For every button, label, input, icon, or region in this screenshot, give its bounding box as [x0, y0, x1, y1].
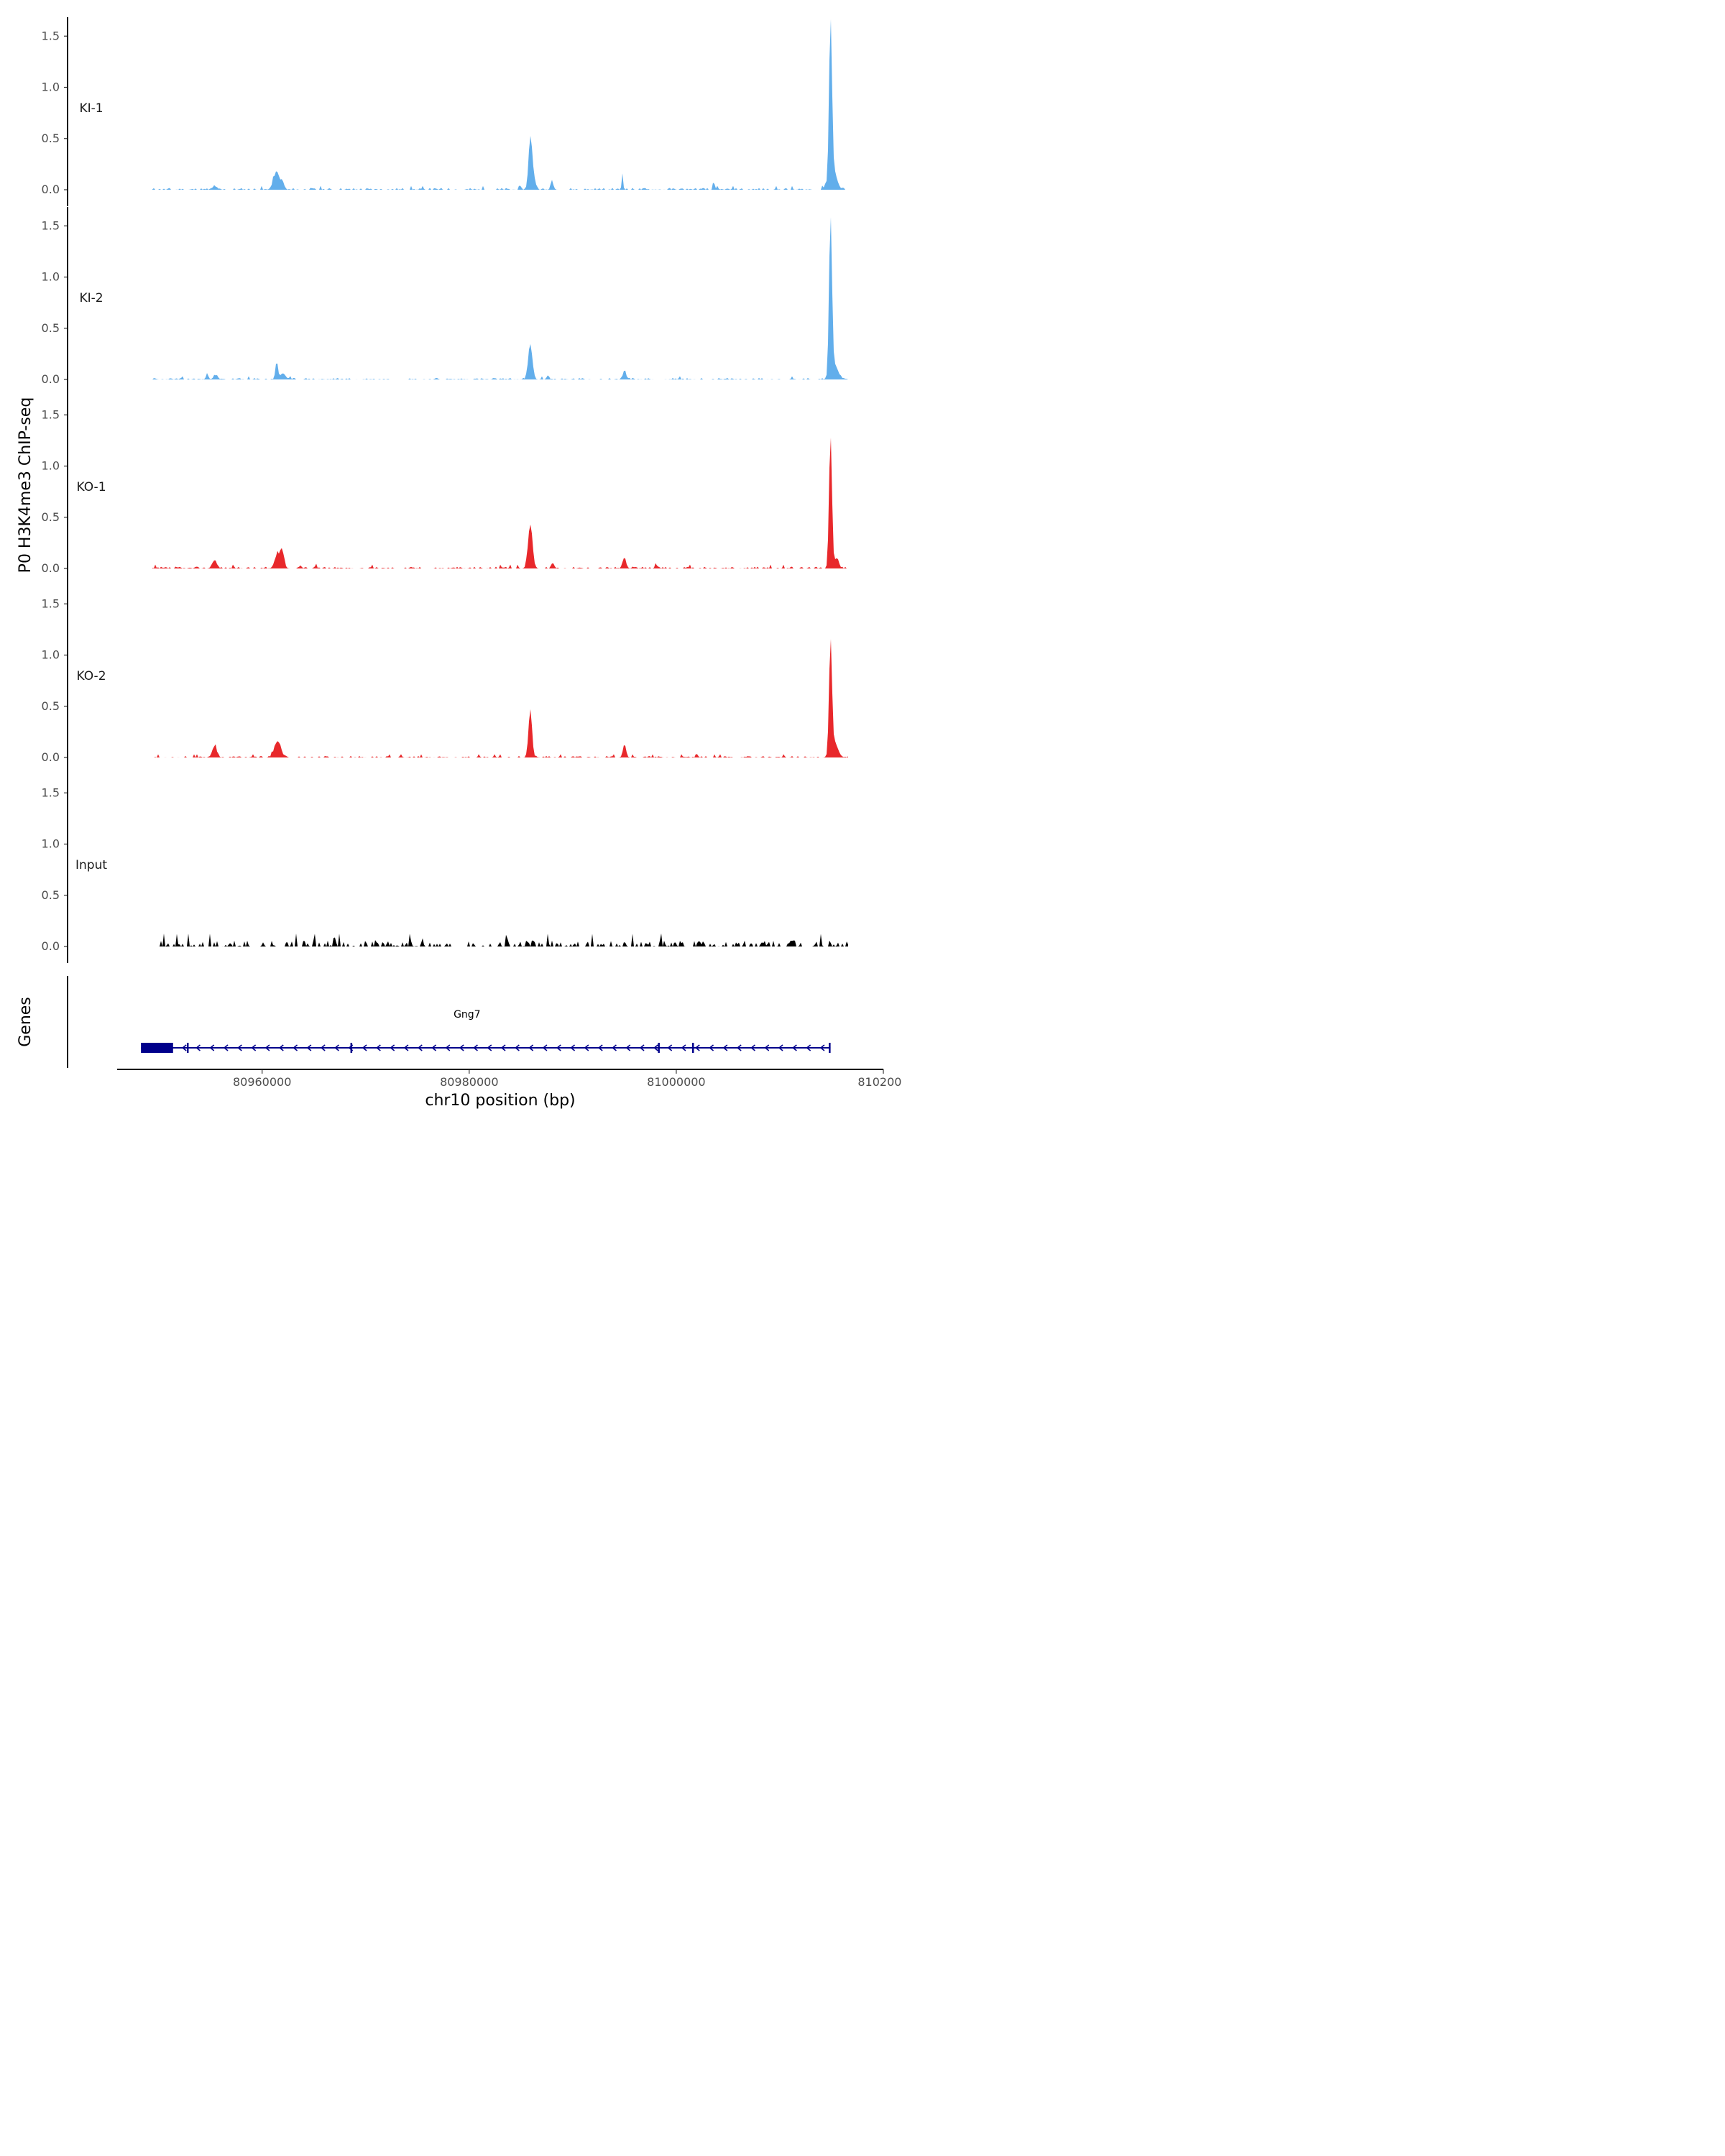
strand-arrow	[806, 1044, 811, 1051]
genes-axis-title: Genes	[17, 997, 34, 1047]
track-label: KO-1	[76, 480, 106, 494]
track-label: KI-1	[79, 101, 103, 116]
x-axis: 80960000 80980000 81000000 8102000	[117, 1069, 901, 1089]
track-ko-2: 0.0 0.5 1.0 1.5 KO-2	[42, 585, 848, 774]
strand-arrow	[625, 1044, 631, 1051]
gene-exon	[691, 1043, 694, 1053]
y-tick-label: 0.0	[42, 750, 60, 764]
gene-exon	[658, 1043, 660, 1053]
signal-area	[152, 639, 848, 757]
y-tick-label: 0.5	[42, 132, 60, 145]
y-tick-label: 1.5	[42, 218, 60, 232]
strand-arrow	[709, 1044, 714, 1051]
strand-arrow	[473, 1044, 478, 1051]
strand-arrow	[306, 1044, 312, 1051]
strand-arrow	[209, 1044, 215, 1051]
track-input: 0.0 0.5 1.0 1.5 Input	[42, 774, 848, 963]
strand-arrow	[264, 1044, 270, 1051]
strand-arrow	[736, 1044, 742, 1051]
strand-arrow	[639, 1044, 645, 1051]
y-tick-label: 0.0	[42, 183, 60, 196]
signal-area	[152, 933, 848, 946]
strand-arrow	[320, 1044, 326, 1051]
y-axis-title: P0 H3K4me3 ChIP-seq	[17, 397, 34, 573]
strand-arrow	[403, 1044, 409, 1051]
strand-arrow	[612, 1044, 617, 1051]
strand-arrow	[223, 1044, 229, 1051]
strand-arrow	[376, 1044, 381, 1051]
strand-arrow	[181, 1044, 187, 1051]
strand-arrow	[515, 1044, 520, 1051]
y-tick-label: 1.5	[42, 29, 60, 42]
track-label: Input	[75, 858, 107, 872]
y-tick-label: 0.0	[42, 561, 60, 575]
strand-arrow	[500, 1044, 506, 1051]
track-ko-1: 0.0 0.5 1.0 1.5 KO-1	[42, 396, 848, 585]
tracks-layer: 0.0 0.5 1.0 1.5 KI-1 0.0 0.5 1.0 1.5 KI-2 0.0 0.5 1.…	[42, 17, 848, 963]
y-tick-label: 0.5	[42, 699, 60, 713]
y-tick-label: 1.5	[42, 786, 60, 799]
strand-arrow	[390, 1044, 395, 1051]
strand-arrow	[487, 1044, 492, 1051]
strand-arrow	[362, 1044, 367, 1051]
y-tick-label: 0.0	[42, 939, 60, 953]
x-axis-title: chr10 position (bp)	[425, 1092, 575, 1110]
y-tick-label: 1.0	[42, 270, 60, 284]
strand-arrow	[293, 1044, 298, 1051]
track-label: KO-2	[76, 669, 106, 683]
strand-arrow	[570, 1044, 576, 1051]
strand-arrow	[584, 1044, 589, 1051]
gene-exon	[141, 1043, 173, 1053]
strand-arrow	[792, 1044, 797, 1051]
signal-area	[152, 19, 848, 190]
strand-arrow	[459, 1044, 464, 1051]
strand-arrow	[237, 1044, 242, 1051]
gene-exon	[350, 1043, 353, 1053]
strand-arrow	[445, 1044, 451, 1051]
y-tick-label: 0.5	[42, 510, 60, 524]
y-tick-label: 1.0	[42, 80, 60, 94]
signal-area	[152, 438, 848, 568]
y-tick-label: 0.5	[42, 888, 60, 902]
strand-arrow	[778, 1044, 783, 1051]
strand-arrow	[667, 1044, 673, 1051]
y-tick-label: 0.5	[42, 321, 60, 335]
strand-arrow	[556, 1044, 561, 1051]
chart: 0.0 0.5 1.0 1.5 KI-1 0.0 0.5 1.0 1.5 KI-2 0.0 0.5 1.…	[17, 17, 901, 1110]
strand-arrow	[528, 1044, 534, 1051]
track-label: KI-2	[79, 291, 103, 305]
strand-arrow	[278, 1044, 284, 1051]
track-ki-1: 0.0 0.5 1.0 1.5 KI-1	[42, 17, 848, 206]
strand-arrow	[750, 1044, 755, 1051]
x-tick-label: 8102000	[857, 1075, 901, 1089]
x-tick-label: 80960000	[233, 1075, 291, 1089]
strand-arrow	[417, 1044, 423, 1051]
signal-area	[152, 217, 848, 379]
genes-layer: Gng7	[67, 976, 831, 1068]
y-tick-label: 1.5	[42, 596, 60, 610]
strand-arrow	[722, 1044, 728, 1051]
strand-arrow	[653, 1044, 658, 1051]
strand-arrow	[334, 1044, 339, 1051]
strand-arrow	[694, 1044, 700, 1051]
y-tick-label: 1.0	[42, 459, 60, 473]
y-tick-label: 0.0	[42, 372, 60, 386]
x-tick-label: 81000000	[647, 1075, 705, 1089]
strand-arrow	[681, 1044, 686, 1051]
strand-arrow	[542, 1044, 548, 1051]
strand-arrow	[251, 1044, 257, 1051]
strand-arrow	[597, 1044, 603, 1051]
y-tick-label: 1.5	[42, 407, 60, 421]
strand-arrow	[819, 1044, 825, 1051]
gene-name-label: Gng7	[454, 1009, 481, 1021]
strand-arrow	[764, 1044, 770, 1051]
y-tick-label: 1.0	[42, 837, 60, 851]
strand-arrow	[196, 1044, 201, 1051]
x-tick-label: 80980000	[440, 1075, 498, 1089]
gene-exon	[186, 1043, 189, 1053]
track-ki-2: 0.0 0.5 1.0 1.5 KI-2	[42, 207, 848, 396]
y-tick-label: 1.0	[42, 648, 60, 662]
strand-arrow	[431, 1044, 437, 1051]
gene-exon	[829, 1043, 831, 1053]
